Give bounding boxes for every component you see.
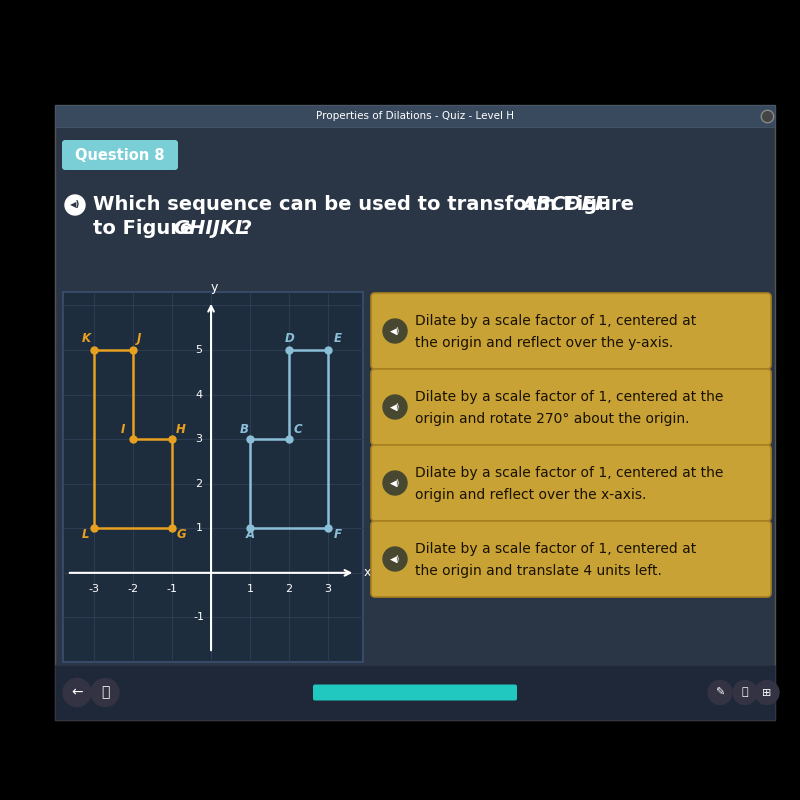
Circle shape (383, 471, 407, 495)
Text: Which sequence can be used to transform Figure: Which sequence can be used to transform … (93, 195, 641, 214)
Text: -2: -2 (127, 584, 138, 594)
Text: J: J (137, 332, 142, 345)
Circle shape (383, 395, 407, 419)
Text: Dilate by a scale factor of 1, centered at the: Dilate by a scale factor of 1, centered … (415, 390, 723, 404)
Circle shape (733, 681, 757, 705)
FancyBboxPatch shape (63, 292, 363, 662)
FancyBboxPatch shape (55, 105, 775, 720)
Text: F: F (334, 528, 342, 542)
Circle shape (383, 319, 407, 343)
Text: -3: -3 (89, 584, 100, 594)
Text: 1: 1 (246, 584, 254, 594)
Text: 4: 4 (195, 390, 202, 399)
Text: D: D (285, 332, 294, 345)
Circle shape (65, 195, 85, 215)
Text: Question 8: Question 8 (75, 147, 165, 162)
Text: origin and reflect over the x-axis.: origin and reflect over the x-axis. (415, 488, 646, 502)
Text: ?: ? (241, 219, 252, 238)
FancyBboxPatch shape (371, 369, 771, 445)
Text: -1: -1 (194, 613, 205, 622)
Text: 3: 3 (325, 584, 331, 594)
Text: 👋: 👋 (742, 687, 748, 698)
FancyBboxPatch shape (371, 521, 771, 597)
Text: Dilate by a scale factor of 1, centered at: Dilate by a scale factor of 1, centered … (415, 314, 696, 328)
Text: Dilate by a scale factor of 1, centered at the: Dilate by a scale factor of 1, centered … (415, 466, 723, 480)
Text: L: L (82, 528, 90, 542)
Text: K: K (82, 332, 91, 345)
Text: ABCDEF: ABCDEF (521, 195, 608, 214)
Text: G: G (176, 528, 186, 542)
Text: to Figure: to Figure (93, 219, 200, 238)
FancyBboxPatch shape (62, 140, 178, 170)
Circle shape (755, 681, 779, 705)
Text: C: C (294, 423, 302, 436)
FancyBboxPatch shape (371, 445, 771, 521)
Text: x: x (364, 566, 371, 579)
FancyBboxPatch shape (55, 105, 775, 127)
Text: 2: 2 (286, 584, 293, 594)
Text: I: I (121, 423, 126, 436)
Text: B: B (240, 423, 249, 436)
Text: ✎: ✎ (715, 687, 725, 698)
Text: ←: ← (71, 686, 83, 699)
Text: 3: 3 (195, 434, 202, 444)
Text: 1: 1 (195, 523, 202, 534)
Text: Dilate by a scale factor of 1, centered at: Dilate by a scale factor of 1, centered … (415, 542, 696, 556)
Text: the origin and reflect over the y-axis.: the origin and reflect over the y-axis. (415, 336, 674, 350)
Text: E: E (334, 332, 342, 345)
Text: y: y (210, 282, 218, 294)
Text: Properties of Dilations - Quiz - Level H: Properties of Dilations - Quiz - Level H (316, 111, 514, 121)
FancyBboxPatch shape (313, 685, 517, 701)
Text: ⏸: ⏸ (101, 686, 109, 699)
Circle shape (63, 678, 91, 706)
Text: ⊞: ⊞ (762, 687, 772, 698)
Text: ◀): ◀) (390, 478, 400, 487)
Text: -1: -1 (166, 584, 178, 594)
Text: 2: 2 (195, 478, 202, 489)
Text: ◀): ◀) (70, 201, 80, 210)
Text: H: H (176, 423, 186, 436)
Circle shape (383, 547, 407, 571)
FancyBboxPatch shape (55, 665, 775, 720)
FancyBboxPatch shape (371, 293, 771, 369)
Text: the origin and translate 4 units left.: the origin and translate 4 units left. (415, 564, 662, 578)
Text: A: A (246, 528, 255, 542)
Text: ◀): ◀) (390, 554, 400, 563)
Text: 5: 5 (195, 345, 202, 355)
Circle shape (91, 678, 119, 706)
Text: GHIJKL: GHIJKL (173, 219, 247, 238)
Text: ◀): ◀) (390, 402, 400, 411)
Circle shape (708, 681, 732, 705)
Text: origin and rotate 270° about the origin.: origin and rotate 270° about the origin. (415, 412, 690, 426)
Text: ◀): ◀) (390, 326, 400, 335)
